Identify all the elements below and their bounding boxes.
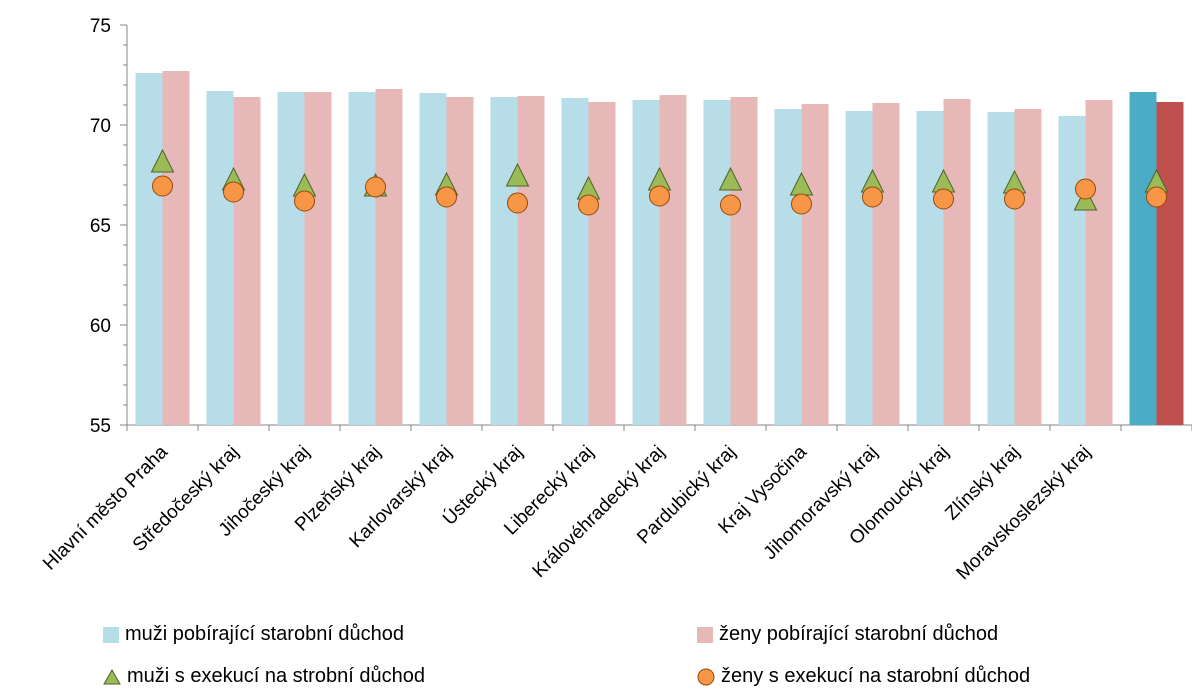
bar [233, 97, 261, 425]
bar [419, 93, 447, 425]
triangle-marker [718, 166, 743, 191]
legend-swatch [697, 626, 713, 643]
bar [1014, 109, 1042, 425]
circle-marker [649, 185, 670, 207]
bar [304, 92, 332, 425]
legend-label: ženy s exekucí na starobní důchod [721, 665, 1031, 687]
y-tick-label: 65 [90, 216, 111, 237]
circle-marker [223, 181, 244, 203]
bar [872, 103, 900, 425]
legend-item: ženy s exekucí na starobní důchod [697, 665, 1030, 688]
legend-item: ženy pobírající starobní důchod [697, 623, 998, 646]
circle-marker [1075, 178, 1096, 200]
circle-marker [152, 175, 173, 197]
bar [845, 111, 873, 425]
circle-marker [436, 186, 457, 208]
category-label: Královéhradecký kraj [529, 442, 669, 582]
circle-legend-icon [697, 668, 715, 685]
y-tick-label: 55 [90, 416, 111, 437]
bar [987, 112, 1015, 425]
category-label: Moravskoslezský kraj [953, 442, 1096, 585]
triangle-legend-icon [103, 668, 121, 684]
bar [632, 100, 660, 425]
bar [162, 71, 190, 425]
bar [659, 95, 687, 425]
bar [135, 73, 163, 425]
circle-marker [1004, 188, 1025, 210]
y-tick-label: 70 [90, 116, 111, 137]
circle-marker [720, 194, 741, 216]
bar [588, 102, 616, 425]
bar [446, 97, 474, 425]
bar [1058, 116, 1086, 425]
y-tick-label: 60 [90, 316, 111, 337]
bar [517, 96, 545, 425]
bar [490, 97, 518, 425]
legend-item: muži s exekucí na strobní důchod [103, 665, 425, 688]
bar [703, 100, 731, 425]
y-tick-label: 75 [90, 16, 111, 37]
circle-marker [1146, 186, 1167, 208]
bar [1085, 100, 1113, 425]
legend-item: muži pobírající starobní důchod [103, 623, 404, 646]
bar [774, 109, 802, 425]
bar [206, 91, 234, 425]
bar [277, 92, 305, 425]
bar [801, 104, 829, 425]
triangle-marker [150, 148, 175, 173]
bar [375, 89, 403, 425]
circle-marker [933, 188, 954, 210]
circle-marker [578, 194, 599, 216]
legend-label: muži pobírající starobní důchod [125, 623, 405, 645]
triangle-marker [505, 162, 530, 187]
bar [943, 99, 971, 425]
legend-label: muži s exekucí na strobní důchod [127, 665, 425, 687]
circle-marker [365, 176, 386, 198]
bar [1129, 92, 1157, 425]
bar [1156, 102, 1184, 425]
legend-swatch [103, 626, 119, 643]
bar [916, 111, 944, 425]
category-label: Hlavní město Praha [39, 441, 172, 574]
circle-marker [507, 192, 528, 214]
circle-marker [862, 186, 883, 208]
bar [730, 97, 758, 425]
legend-label: ženy pobírající starobní důchod [719, 623, 999, 645]
circle-marker [791, 193, 812, 215]
bar [561, 98, 589, 425]
bar [348, 92, 376, 425]
circle-marker [294, 190, 315, 212]
